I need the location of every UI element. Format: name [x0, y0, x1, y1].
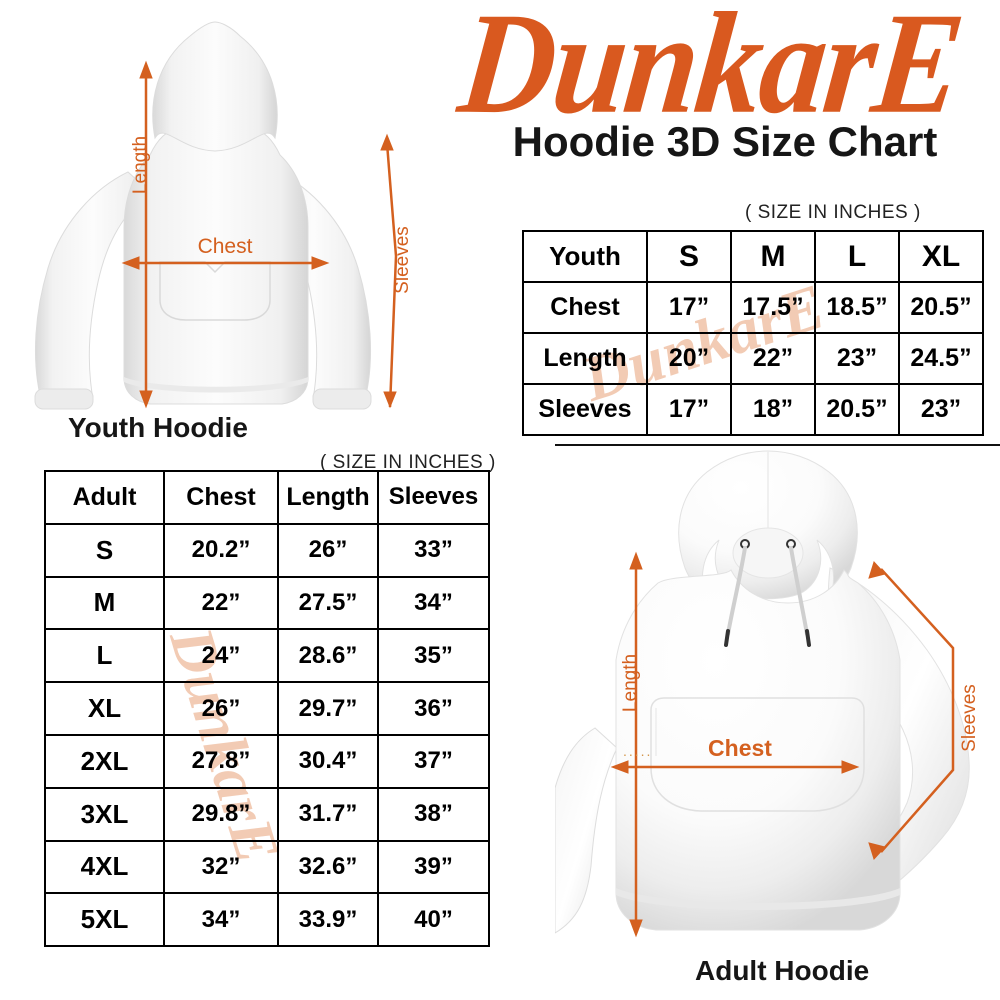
svg-text:Chest: Chest [708, 735, 772, 761]
svg-text:Sleeves: Sleeves [392, 226, 413, 294]
svg-text:Length: Length [620, 654, 641, 712]
svg-text:Length: Length [130, 136, 151, 194]
svg-text:.....: ..... [623, 743, 652, 759]
svg-text:Sleeves: Sleeves [959, 684, 980, 752]
svg-text:Chest: Chest [198, 235, 253, 258]
